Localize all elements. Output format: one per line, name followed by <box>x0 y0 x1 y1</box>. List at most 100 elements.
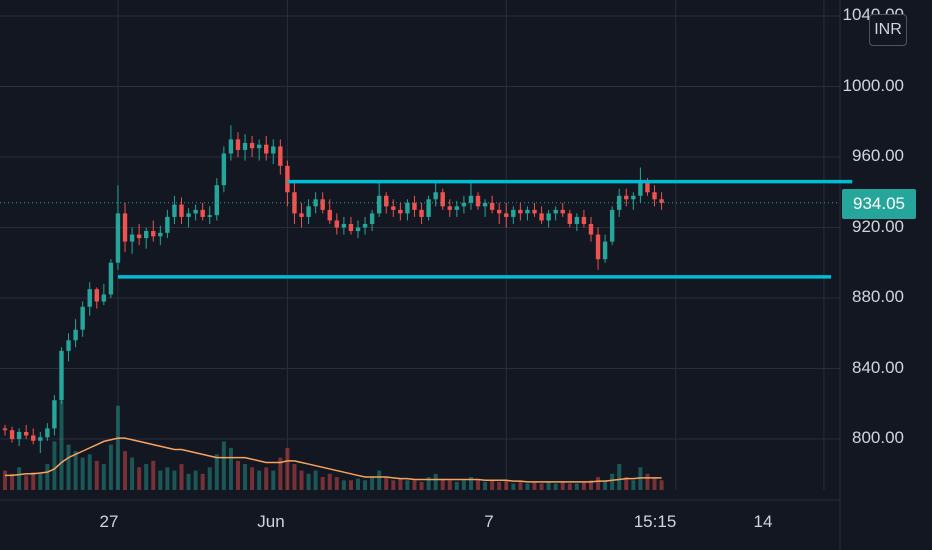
candle-body <box>454 206 460 210</box>
candle-body <box>122 213 128 242</box>
candle-body <box>172 204 177 217</box>
price-tick-840: 840.00 <box>852 358 904 377</box>
volume-bar <box>334 477 339 490</box>
volume-bar <box>221 441 226 490</box>
volume-bar <box>123 451 128 490</box>
candle-body <box>426 199 431 217</box>
volume-bar <box>405 480 410 490</box>
time-tick-7: 7 <box>484 512 494 531</box>
candle-body <box>609 209 615 242</box>
volume-bar <box>341 480 346 490</box>
price-tick-1000: 1000.00 <box>842 76 904 95</box>
volume-ma-line <box>5 437 662 483</box>
candle-body <box>285 165 290 193</box>
volume-bar <box>327 473 332 490</box>
volume-bar <box>652 477 657 490</box>
candle-body <box>320 199 325 210</box>
volume-bar <box>560 481 565 490</box>
volume-bar <box>476 480 481 490</box>
volume-bar <box>94 460 99 490</box>
volume-bar <box>271 470 276 490</box>
volume-bar <box>384 477 389 490</box>
volume-bar <box>567 483 572 490</box>
candle-body <box>624 195 629 200</box>
volume-bar <box>285 447 290 490</box>
candle-body <box>327 209 332 221</box>
candle-body <box>468 195 474 203</box>
volume-bar <box>356 478 360 490</box>
volume-bar <box>172 470 177 490</box>
candle-body <box>256 144 262 149</box>
volume-bar <box>101 464 106 490</box>
candle-body <box>73 329 78 341</box>
volume-bar <box>461 480 466 490</box>
candle-body <box>518 209 523 214</box>
volume-bar <box>52 441 57 490</box>
candle-body <box>186 213 191 217</box>
candle-body <box>200 209 205 217</box>
volume-bar <box>532 481 537 490</box>
volume-bar <box>631 480 636 490</box>
volume-bar <box>581 481 586 490</box>
candle-body <box>355 227 361 232</box>
volume-bar <box>426 477 431 490</box>
candle-body <box>221 153 227 186</box>
volume-bar <box>207 467 212 490</box>
candle-body <box>504 213 509 217</box>
volume-bar <box>659 480 664 490</box>
candle-body <box>144 231 149 239</box>
volume-bar <box>440 478 445 490</box>
volume-bar <box>264 467 269 490</box>
volume-bar <box>518 481 523 490</box>
volume-bar <box>193 470 198 490</box>
candle-body <box>376 195 382 214</box>
currency-button[interactable]: INR <box>869 14 907 46</box>
volume-bar <box>419 481 424 490</box>
candle-body <box>115 213 121 263</box>
volume-bar <box>73 451 78 490</box>
volume-bar <box>546 481 551 490</box>
volume-bar <box>292 464 297 490</box>
candle-body <box>567 213 572 224</box>
volume-bar <box>468 477 473 490</box>
candle-body <box>214 185 219 216</box>
volume-bar <box>158 470 163 490</box>
volume-bar <box>645 473 650 490</box>
candle-body <box>151 231 156 237</box>
candle-body <box>306 206 311 217</box>
price-tick-880: 880.00 <box>852 287 904 306</box>
candle-body <box>489 202 495 210</box>
volume-bar <box>433 473 438 490</box>
volume-bar <box>80 457 85 490</box>
candle-body <box>271 146 276 154</box>
candle-body <box>242 142 248 150</box>
candle-body <box>398 209 403 214</box>
time-tick-14: 14 <box>753 512 773 531</box>
candle-body <box>59 350 64 401</box>
last-price-label: 934.05 <box>842 189 916 219</box>
volume-bar <box>377 470 382 490</box>
candle-body <box>440 192 445 207</box>
volume-bar <box>511 483 516 490</box>
candle-body <box>553 209 558 214</box>
candle-body <box>52 400 57 429</box>
candle-body <box>362 223 368 228</box>
candle-body <box>16 431 22 439</box>
volume-bar <box>38 473 43 490</box>
candle-body <box>369 213 375 224</box>
volume-bar <box>243 464 248 490</box>
volume-bar <box>370 477 375 490</box>
volume-bar <box>137 467 142 490</box>
volume-bar <box>66 444 71 490</box>
candle-body <box>23 431 29 436</box>
volume-bar <box>624 477 629 490</box>
volume-bar <box>588 480 593 490</box>
volume-bar <box>10 473 15 490</box>
volume-bar <box>165 467 170 490</box>
candle-body <box>235 139 241 150</box>
volume-bar <box>504 480 509 490</box>
volume-bar <box>398 478 403 490</box>
candle-body <box>581 216 587 224</box>
